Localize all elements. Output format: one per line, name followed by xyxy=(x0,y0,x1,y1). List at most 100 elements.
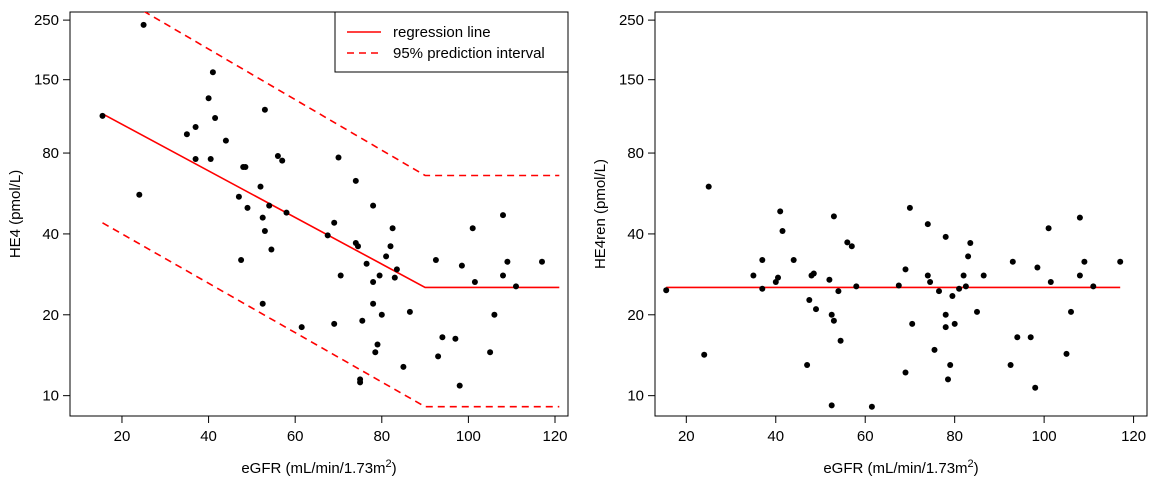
data-point xyxy=(902,266,909,273)
data-point xyxy=(853,283,860,290)
y-tick-label: 80 xyxy=(627,145,644,162)
data-point xyxy=(335,154,342,161)
data-point xyxy=(370,279,377,285)
prediction-interval-line xyxy=(143,12,560,177)
data-point xyxy=(331,320,338,327)
data-point xyxy=(393,266,400,273)
y-tick-label: 250 xyxy=(619,12,644,29)
data-point xyxy=(469,225,476,232)
data-point xyxy=(1076,272,1083,279)
data-points xyxy=(99,21,545,389)
data-point xyxy=(439,334,446,341)
data-point xyxy=(1014,334,1021,341)
y-tick-label: 150 xyxy=(34,72,59,89)
data-point xyxy=(370,300,377,307)
data-point xyxy=(266,202,273,209)
x-tick-label: 100 xyxy=(456,428,481,445)
data-point xyxy=(387,243,394,250)
data-point xyxy=(945,376,951,383)
data-point xyxy=(895,282,902,289)
data-point xyxy=(828,311,835,318)
data-point xyxy=(183,131,190,138)
data-point xyxy=(951,320,958,327)
x-tick-label: 40 xyxy=(767,428,784,445)
data-point xyxy=(750,272,757,279)
data-point xyxy=(331,219,338,226)
data-point xyxy=(1117,258,1124,265)
data-point xyxy=(813,306,819,313)
right-panel-hE4ren: 20 40 60 80 100 120 10 20 40 80 150 250 eGFR (mL/min… xyxy=(592,11,1148,477)
data-point xyxy=(259,300,266,307)
plot-frame xyxy=(654,11,1148,417)
y-tick-label: 20 xyxy=(42,307,59,324)
data-point xyxy=(965,253,972,260)
data-point xyxy=(383,253,390,260)
data-point xyxy=(513,283,519,290)
data-point xyxy=(1045,225,1052,232)
data-point xyxy=(759,257,766,263)
data-point xyxy=(378,311,385,318)
data-points xyxy=(663,183,1124,432)
data-point xyxy=(500,212,506,219)
data-point xyxy=(929,426,935,432)
data-point xyxy=(259,214,266,221)
y-axis-title: HE4 (pmol/L) xyxy=(7,170,24,258)
plot-frame xyxy=(69,11,569,417)
data-point xyxy=(909,320,916,327)
data-point xyxy=(435,353,442,360)
y-tick-label: 40 xyxy=(42,226,59,243)
data-point xyxy=(136,191,143,198)
x-tick-label: 20 xyxy=(678,428,695,445)
data-point xyxy=(967,240,974,246)
data-point xyxy=(400,363,407,370)
data-point xyxy=(790,257,797,263)
data-point xyxy=(238,257,245,263)
data-point xyxy=(956,285,963,292)
x-tick-label: 120 xyxy=(542,428,567,445)
data-point xyxy=(960,272,967,279)
data-point xyxy=(261,106,268,113)
data-point xyxy=(298,324,305,331)
data-point xyxy=(927,279,934,285)
data-point xyxy=(974,308,980,315)
data-point xyxy=(491,311,498,318)
x-tick-label: 60 xyxy=(857,428,874,445)
data-point xyxy=(363,260,370,267)
legend-box xyxy=(334,11,569,73)
data-point xyxy=(1076,214,1083,221)
data-point xyxy=(500,272,506,279)
data-point xyxy=(242,164,249,170)
data-point xyxy=(942,233,949,240)
data-point xyxy=(663,287,670,294)
y-tick-label: 10 xyxy=(627,388,644,405)
data-point xyxy=(942,311,949,318)
data-point xyxy=(205,95,212,102)
data-point xyxy=(924,221,931,228)
data-point xyxy=(804,362,811,368)
data-point xyxy=(1034,264,1041,271)
legend: regression line 95% prediction interval xyxy=(334,11,569,73)
y-tick-label: 20 xyxy=(627,307,644,324)
y-tick-label: 40 xyxy=(627,226,644,243)
x-tick-label: 100 xyxy=(1032,428,1057,445)
data-point xyxy=(942,324,949,331)
data-point xyxy=(452,335,459,342)
data-point xyxy=(1090,283,1097,290)
data-point xyxy=(257,183,264,190)
data-point xyxy=(283,209,290,216)
data-point xyxy=(868,403,875,410)
data-point xyxy=(777,208,784,215)
x-tick-label: 20 xyxy=(114,428,131,445)
data-point xyxy=(779,228,786,234)
data-point xyxy=(931,346,938,353)
data-point xyxy=(456,382,463,389)
data-point xyxy=(810,270,817,277)
data-point xyxy=(279,157,286,164)
data-point xyxy=(192,124,199,130)
data-point xyxy=(902,369,909,376)
data-point xyxy=(274,153,281,159)
data-point xyxy=(212,115,219,121)
data-point xyxy=(1081,258,1088,265)
data-point xyxy=(192,156,199,162)
